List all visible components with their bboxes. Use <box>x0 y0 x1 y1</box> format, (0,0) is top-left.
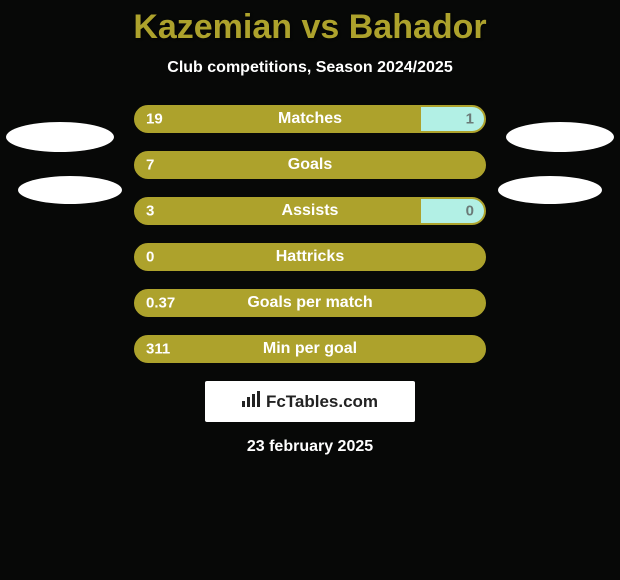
date-label: 23 february 2025 <box>0 438 620 456</box>
stat-row: Goals per match0.37 <box>134 289 486 317</box>
comparison-infographic: Kazemian vs Bahador Club competitions, S… <box>0 0 620 580</box>
decorative-ellipse-right-top <box>506 122 614 152</box>
stat-row: Assists30 <box>134 197 486 225</box>
brand-label: FcTables.com <box>242 391 378 412</box>
stat-row: Matches191 <box>134 105 486 133</box>
stat-bars: Matches191 Goals7 Assists30 Hattricks0 Goals… <box>134 105 486 363</box>
stat-row: Goals7 <box>134 151 486 179</box>
compare-area: Matches191 Goals7 Assists30 Hattricks0 Goals… <box>0 105 620 363</box>
decorative-ellipse-left-top <box>6 122 114 152</box>
stat-row: Min per goal311 <box>134 335 486 363</box>
stat-fill-right <box>421 199 484 223</box>
stat-fill-left <box>136 107 421 131</box>
chart-icon <box>242 391 262 412</box>
stat-fill-right <box>421 107 484 131</box>
brand-text: FcTables.com <box>266 392 378 412</box>
brand-badge: FcTables.com <box>205 381 415 422</box>
stat-row: Hattricks0 <box>134 243 486 271</box>
decorative-ellipse-right-bottom <box>498 176 602 204</box>
stat-fill-left <box>136 153 484 177</box>
stat-fill-left <box>136 337 484 361</box>
page-title: Kazemian vs Bahador <box>0 0 620 47</box>
page-subtitle: Club competitions, Season 2024/2025 <box>0 59 620 77</box>
stat-fill-left <box>136 291 484 315</box>
decorative-ellipse-left-bottom <box>18 176 122 204</box>
stat-fill-left <box>136 199 421 223</box>
stat-fill-left <box>136 245 484 269</box>
